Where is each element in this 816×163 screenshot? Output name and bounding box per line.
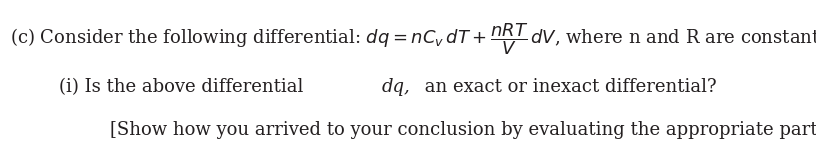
Text: an exact or inexact differential?: an exact or inexact differential? xyxy=(419,78,716,96)
Text: (i) Is the above differential: (i) Is the above differential xyxy=(59,78,309,96)
Text: [Show how you arrived to your conclusion by evaluating the appropriate partial: [Show how you arrived to your conclusion… xyxy=(110,121,816,139)
Text: (c) Consider the following differential: $dq = nC_v\,dT + \dfrac{nRT}{V}\,dV$, w: (c) Consider the following differential:… xyxy=(10,21,816,57)
Text: dq,: dq, xyxy=(382,78,410,96)
